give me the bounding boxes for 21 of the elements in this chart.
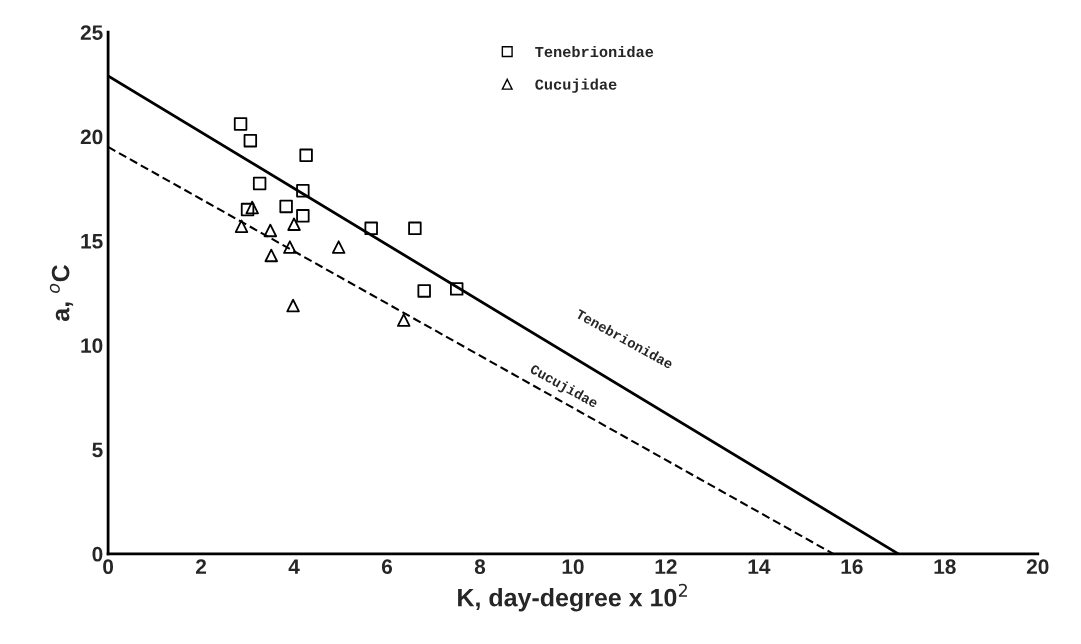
y-tick-label: 0	[92, 546, 103, 562]
y-tick-label: 20	[80, 129, 103, 145]
x-tick-label: 4	[288, 559, 300, 574]
x-axis-title: K, day-degree x 10$^{2}$	[458, 583, 687, 612]
x-tick-label: 14	[748, 559, 771, 574]
x-tick-label: 6	[381, 559, 393, 574]
legend-label: Tenebrionidae	[535, 45, 654, 58]
x-tick-label: 12	[655, 559, 677, 574]
x-tick-label: 8	[474, 559, 486, 574]
y-tick-label: 5	[92, 442, 103, 458]
y-tick-label: 10	[81, 338, 103, 353]
x-tick-label: 16	[841, 559, 863, 574]
y-tick-label: 15	[81, 234, 103, 249]
x-tick-label: 10	[562, 559, 584, 574]
x-tick-label: 20	[1026, 559, 1049, 574]
x-tick-label: 2	[196, 559, 207, 574]
x-tick-label: 18	[934, 559, 956, 574]
legend-label: Cucujidae	[535, 78, 617, 93]
y-axis-title: a, $^{o}$C	[49, 264, 74, 322]
y-tick-label: 25	[80, 25, 103, 40]
x-tick-label: 0	[103, 559, 114, 574]
